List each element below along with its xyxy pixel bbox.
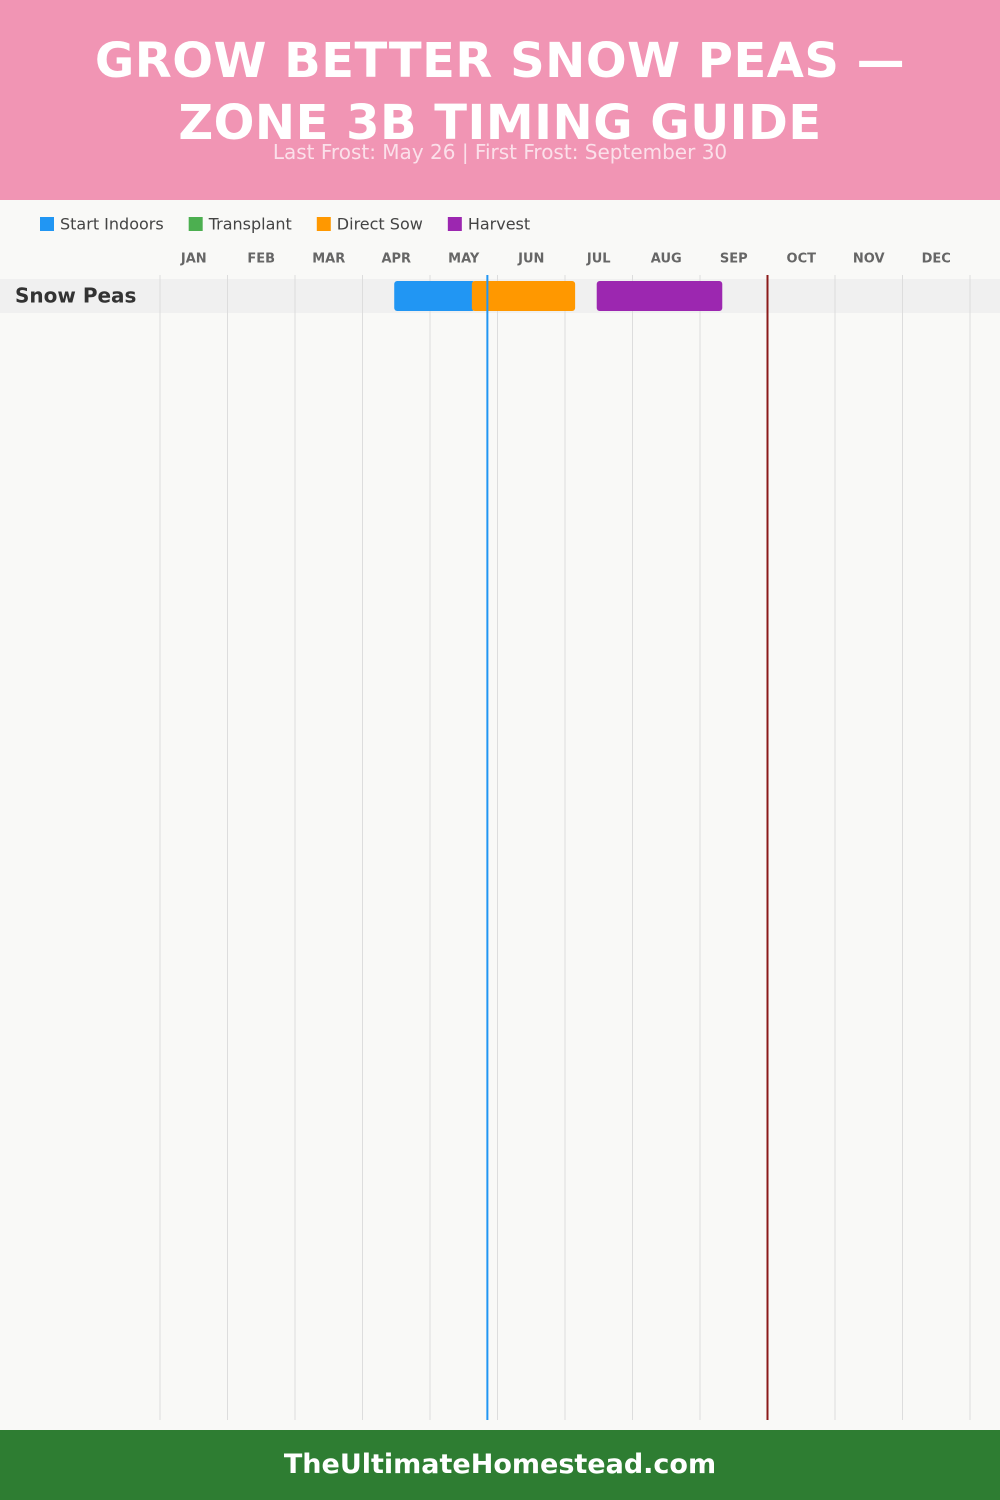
legend-swatch — [316, 217, 331, 231]
footer: TheUltimateHomestead.com — [0, 1430, 1000, 1500]
x-tick-label: DEC — [922, 252, 951, 267]
legend-label: Harvest — [468, 215, 530, 234]
x-tick-label: APR — [381, 252, 411, 267]
bar — [596, 281, 723, 311]
x-tick-label: JAN — [180, 252, 207, 267]
bar — [471, 281, 576, 311]
row-label: Snow Peas — [15, 284, 136, 308]
x-tick-label: OCT — [787, 252, 817, 267]
bar — [394, 281, 476, 311]
x-tick-label: FEB — [247, 252, 275, 267]
x-tick-label: MAY — [448, 252, 480, 267]
legend-swatch — [40, 217, 54, 231]
x-tick-label: JUL — [586, 252, 611, 267]
chart: Start Indoors Transplant Direct Sow Harvest… — [0, 215, 1000, 1420]
chart-title: GROW BETTER SNOW PEAS — ZONE 3B TIMING G… — [94, 33, 906, 151]
x-tick-label: MAR — [312, 252, 345, 267]
legend-label: Start Indoors — [60, 215, 164, 234]
legend-label: Direct Sow — [337, 215, 423, 234]
x-tick-label: NOV — [853, 252, 885, 267]
x-tick-label: AUG — [651, 252, 682, 267]
legend-label: Transplant — [208, 215, 292, 234]
x-tick-label: JUN — [517, 252, 544, 267]
header: GROW BETTER SNOW PEAS — ZONE 3B TIMING G… — [0, 0, 1000, 200]
x-tick-label: SEP — [720, 252, 748, 267]
chart-subtitle: Last Frost: May 26 | First Frost: Septem… — [272, 140, 728, 164]
legend-swatch — [188, 217, 203, 231]
legend-swatch — [447, 217, 462, 231]
